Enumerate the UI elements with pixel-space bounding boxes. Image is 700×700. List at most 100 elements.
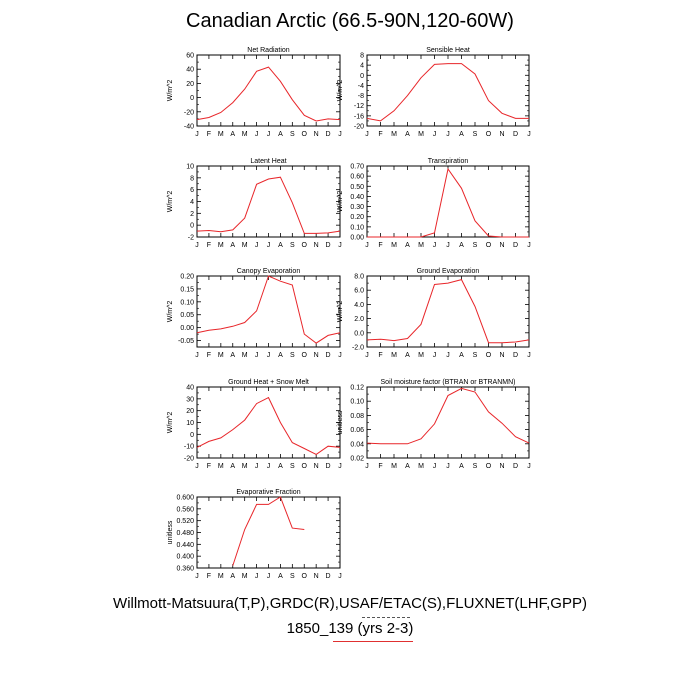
y-tick-label: 0.05 — [180, 312, 194, 319]
x-tick-label: J — [338, 131, 342, 138]
y-axis-label: W/m^2 — [337, 80, 344, 102]
x-tick-label: M — [418, 242, 424, 249]
x-tick-label: M — [242, 463, 248, 470]
series-line — [232, 496, 305, 566]
y-axis-label: W/m^2 — [167, 80, 174, 102]
y-tick-label: 0.10 — [180, 299, 194, 306]
plot-frame — [366, 386, 530, 459]
x-tick-label: J — [338, 573, 342, 580]
x-tick-label: D — [513, 352, 518, 359]
y-tick-label: 4 — [190, 199, 194, 206]
x-tick-label: F — [378, 352, 382, 359]
x-tick-label: A — [230, 463, 235, 470]
x-tick-label: S — [473, 463, 478, 470]
y-tick-label: 0 — [360, 73, 364, 80]
x-tick-label: M — [218, 573, 224, 580]
y-tick-label: 0.560 — [176, 506, 194, 513]
x-tick-label: N — [499, 352, 504, 359]
x-tick-label: J — [267, 242, 271, 249]
x-tick-label: A — [405, 463, 410, 470]
x-tick-label: D — [326, 242, 331, 249]
x-tick-label: J — [433, 463, 437, 470]
x-tick-label: A — [459, 352, 464, 359]
x-tick-label: A — [459, 463, 464, 470]
y-tick-label: 6 — [190, 187, 194, 194]
y-tick-label: 0.04 — [350, 441, 364, 448]
x-tick-label: D — [326, 131, 331, 138]
x-tick-label: J — [195, 573, 199, 580]
y-tick-label: -40 — [184, 124, 194, 131]
x-tick-label: J — [527, 352, 531, 359]
x-tick-label: J — [527, 242, 531, 249]
y-tick-label: 0.02 — [350, 456, 364, 463]
y-tick-label: 20 — [186, 408, 194, 415]
y-axis-label: W/m^2 — [167, 301, 174, 323]
x-tick-label: A — [278, 131, 283, 138]
x-tick-label: D — [326, 573, 331, 580]
x-tick-label: J — [267, 131, 271, 138]
x-tick-label: A — [278, 352, 283, 359]
y-tick-label: 0.40 — [350, 194, 364, 201]
x-tick-label: N — [314, 131, 319, 138]
x-tick-label: O — [302, 573, 308, 580]
x-tick-label: O — [486, 463, 492, 470]
x-tick-label: N — [314, 463, 319, 470]
y-tick-label: 0.20 — [180, 274, 194, 281]
x-tick-label: A — [459, 242, 464, 249]
y-tick-label: 0.0 — [354, 330, 364, 337]
y-tick-label: 2.0 — [354, 316, 364, 323]
x-tick-label: J — [365, 352, 369, 359]
y-tick-label: 0.10 — [350, 399, 364, 406]
x-tick-label: J — [255, 463, 259, 470]
x-tick-label: D — [513, 131, 518, 138]
x-tick-label: J — [267, 573, 271, 580]
chart-panel: Sensible Heat W/m^2 J F M A M J J A S O N D J 8 4 0 -4 -8 -1… — [337, 47, 531, 138]
y-tick-label: 0.60 — [350, 174, 364, 181]
x-tick-label: F — [378, 242, 382, 249]
y-tick-label: -20 — [354, 124, 364, 131]
y-tick-label: 40 — [186, 385, 194, 392]
x-tick-label: J — [195, 463, 199, 470]
legend-red-line — [333, 641, 413, 642]
x-tick-label: F — [207, 242, 211, 249]
y-tick-label: 2 — [190, 211, 194, 218]
y-tick-label: 0 — [190, 432, 194, 439]
series-line — [366, 279, 530, 344]
y-tick-label: 0.12 — [350, 385, 364, 392]
y-tick-label: 0 — [190, 223, 194, 230]
page-title: Canadian Arctic (66.5-90N,120-60W) — [186, 10, 514, 32]
chart-title: Net Radiation — [247, 47, 290, 54]
y-tick-label: 4 — [360, 63, 364, 70]
x-tick-label: N — [499, 242, 504, 249]
y-tick-label: 10 — [186, 164, 194, 171]
x-tick-label: J — [527, 463, 531, 470]
x-tick-label: J — [365, 242, 369, 249]
y-tick-label: -8 — [358, 93, 364, 100]
y-tick-label: 8.0 — [354, 274, 364, 281]
x-tick-label: A — [278, 242, 283, 249]
y-tick-label: -0.05 — [178, 338, 194, 345]
x-tick-label: S — [473, 242, 478, 249]
x-tick-label: M — [391, 352, 397, 359]
x-tick-label: J — [267, 463, 271, 470]
x-tick-label: J — [255, 131, 259, 138]
y-tick-label: 8 — [360, 53, 364, 60]
x-tick-label: O — [302, 352, 308, 359]
x-tick-label: M — [391, 463, 397, 470]
x-tick-label: A — [405, 352, 410, 359]
x-tick-label: J — [195, 131, 199, 138]
dataset-credits: Willmott-Matsuura(T,P),GRDC(R),USAF/ETAC… — [113, 595, 587, 612]
series-line — [366, 63, 529, 122]
y-tick-label: 0.50 — [350, 184, 364, 191]
y-tick-label: -4 — [358, 83, 364, 90]
x-tick-label: N — [499, 131, 504, 138]
x-tick-label: D — [513, 242, 518, 249]
series-line — [366, 387, 530, 445]
y-tick-label: 0.06 — [350, 427, 364, 434]
y-tick-label: 0.08 — [350, 413, 364, 420]
x-tick-label: A — [405, 242, 410, 249]
x-tick-label: O — [486, 352, 492, 359]
x-tick-label: J — [195, 352, 199, 359]
x-tick-label: M — [218, 242, 224, 249]
y-axis-label: W/m^2 — [167, 412, 174, 434]
